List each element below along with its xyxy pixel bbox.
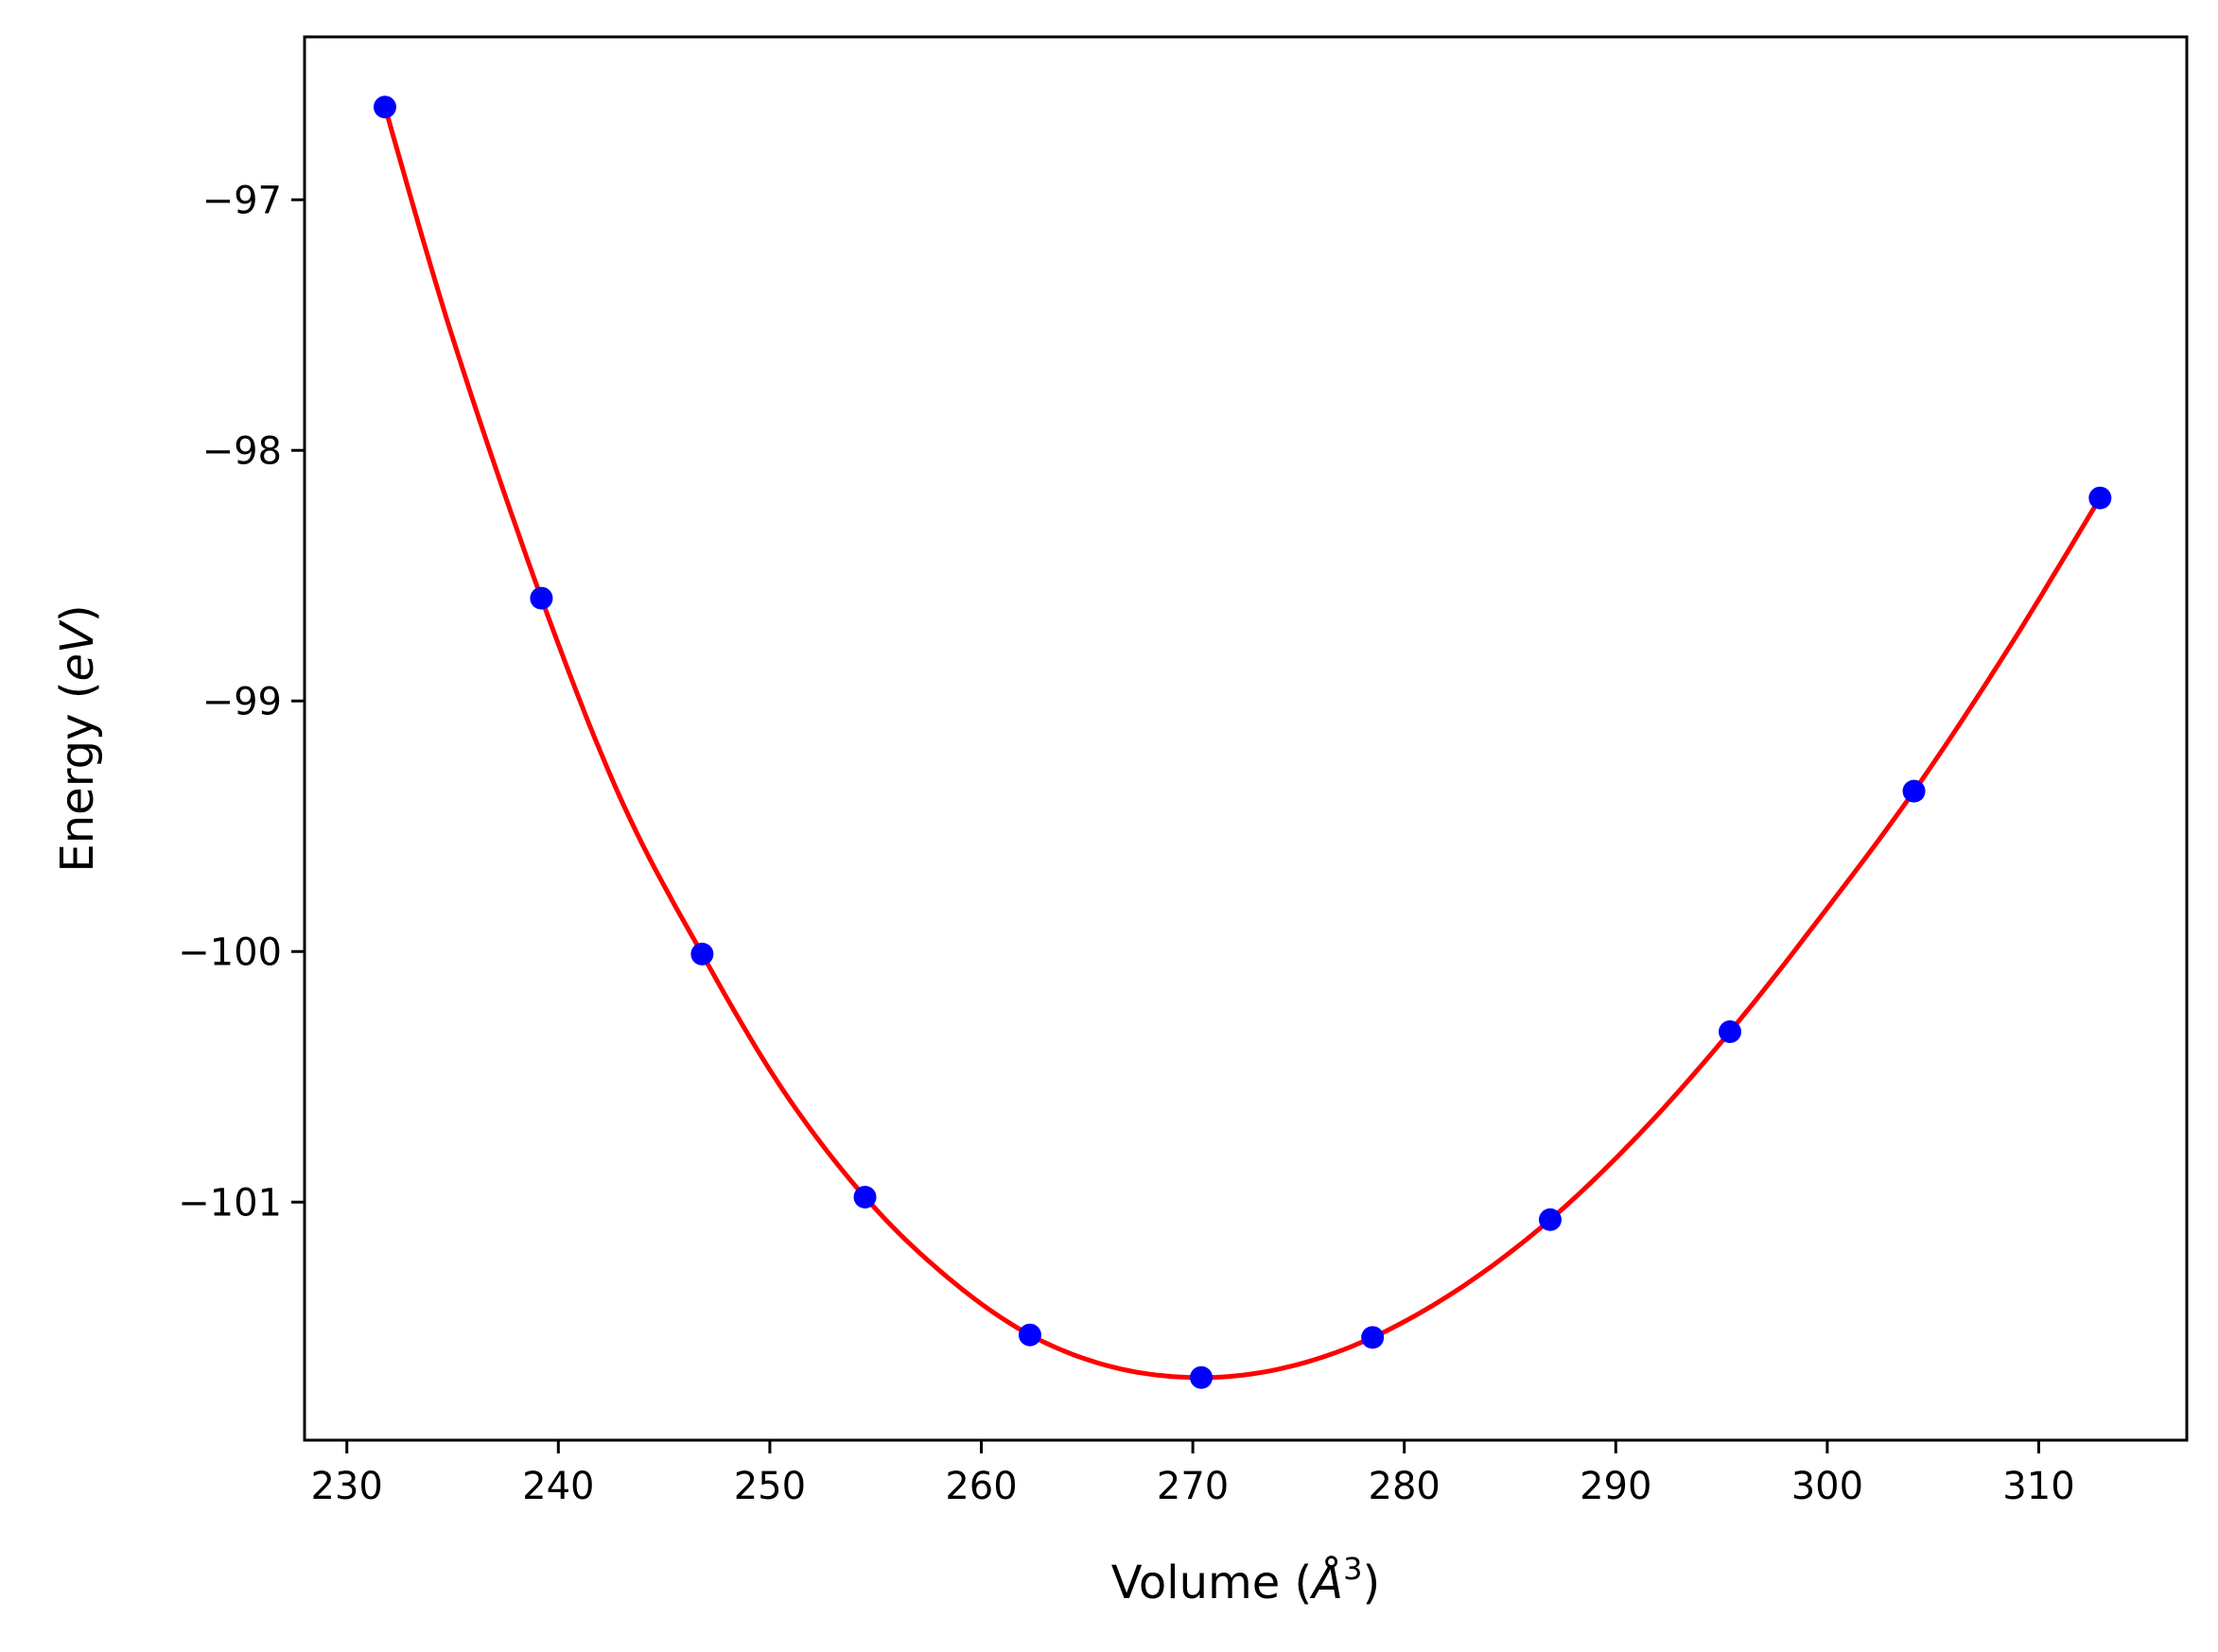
data-point xyxy=(1719,1020,1742,1044)
y-axis-label-suffix: ) xyxy=(51,604,104,622)
y-tick-label: −97 xyxy=(202,179,282,222)
y-axis-ticks: −97 −98 −99 −100 −101 xyxy=(178,179,305,1225)
x-tick-label: 250 xyxy=(734,1465,806,1508)
data-point xyxy=(853,1185,877,1209)
data-point xyxy=(1902,779,1926,803)
plot-area-frame xyxy=(303,35,2189,1442)
data-point xyxy=(1361,1326,1385,1349)
y-tick-label: −99 xyxy=(202,680,282,723)
x-axis-ticks: 230 240 250 260 270 280 290 300 310 xyxy=(311,1440,2075,1508)
y-axis-label-prefix: Energy ( xyxy=(51,682,104,873)
x-axis-label-exponent: 3 xyxy=(1343,1551,1362,1587)
x-tick-label: 280 xyxy=(1369,1465,1441,1508)
data-point xyxy=(373,96,396,119)
x-tick-label: 230 xyxy=(311,1465,383,1508)
x-axis-label-symbol: Å xyxy=(1309,1556,1343,1609)
data-point xyxy=(1538,1208,1562,1231)
y-tick-label: −100 xyxy=(178,930,282,974)
data-point xyxy=(690,942,714,965)
y-tick-label: −101 xyxy=(178,1181,282,1225)
x-axis-label: Volume (Å3) xyxy=(1111,1551,1380,1609)
y-tick-label: −98 xyxy=(202,429,282,473)
x-tick-label: 240 xyxy=(522,1465,594,1508)
x-tick-label: 290 xyxy=(1580,1465,1651,1508)
x-tick-label: 270 xyxy=(1157,1465,1229,1508)
data-point xyxy=(1018,1323,1041,1347)
data-point xyxy=(530,586,553,610)
x-axis-label-suffix: ) xyxy=(1362,1556,1380,1609)
y-axis-label-unit: eV xyxy=(51,619,104,682)
x-tick-label: 300 xyxy=(1791,1465,1863,1508)
x-tick-label: 260 xyxy=(945,1465,1017,1508)
data-point xyxy=(2088,486,2112,510)
data-points xyxy=(373,96,2112,1389)
x-axis-label-prefix: Volume ( xyxy=(1111,1556,1313,1609)
x-tick-label: 310 xyxy=(2002,1465,2074,1508)
y-axis-label: Energy (eV) xyxy=(51,604,104,872)
data-point xyxy=(1190,1365,1214,1389)
